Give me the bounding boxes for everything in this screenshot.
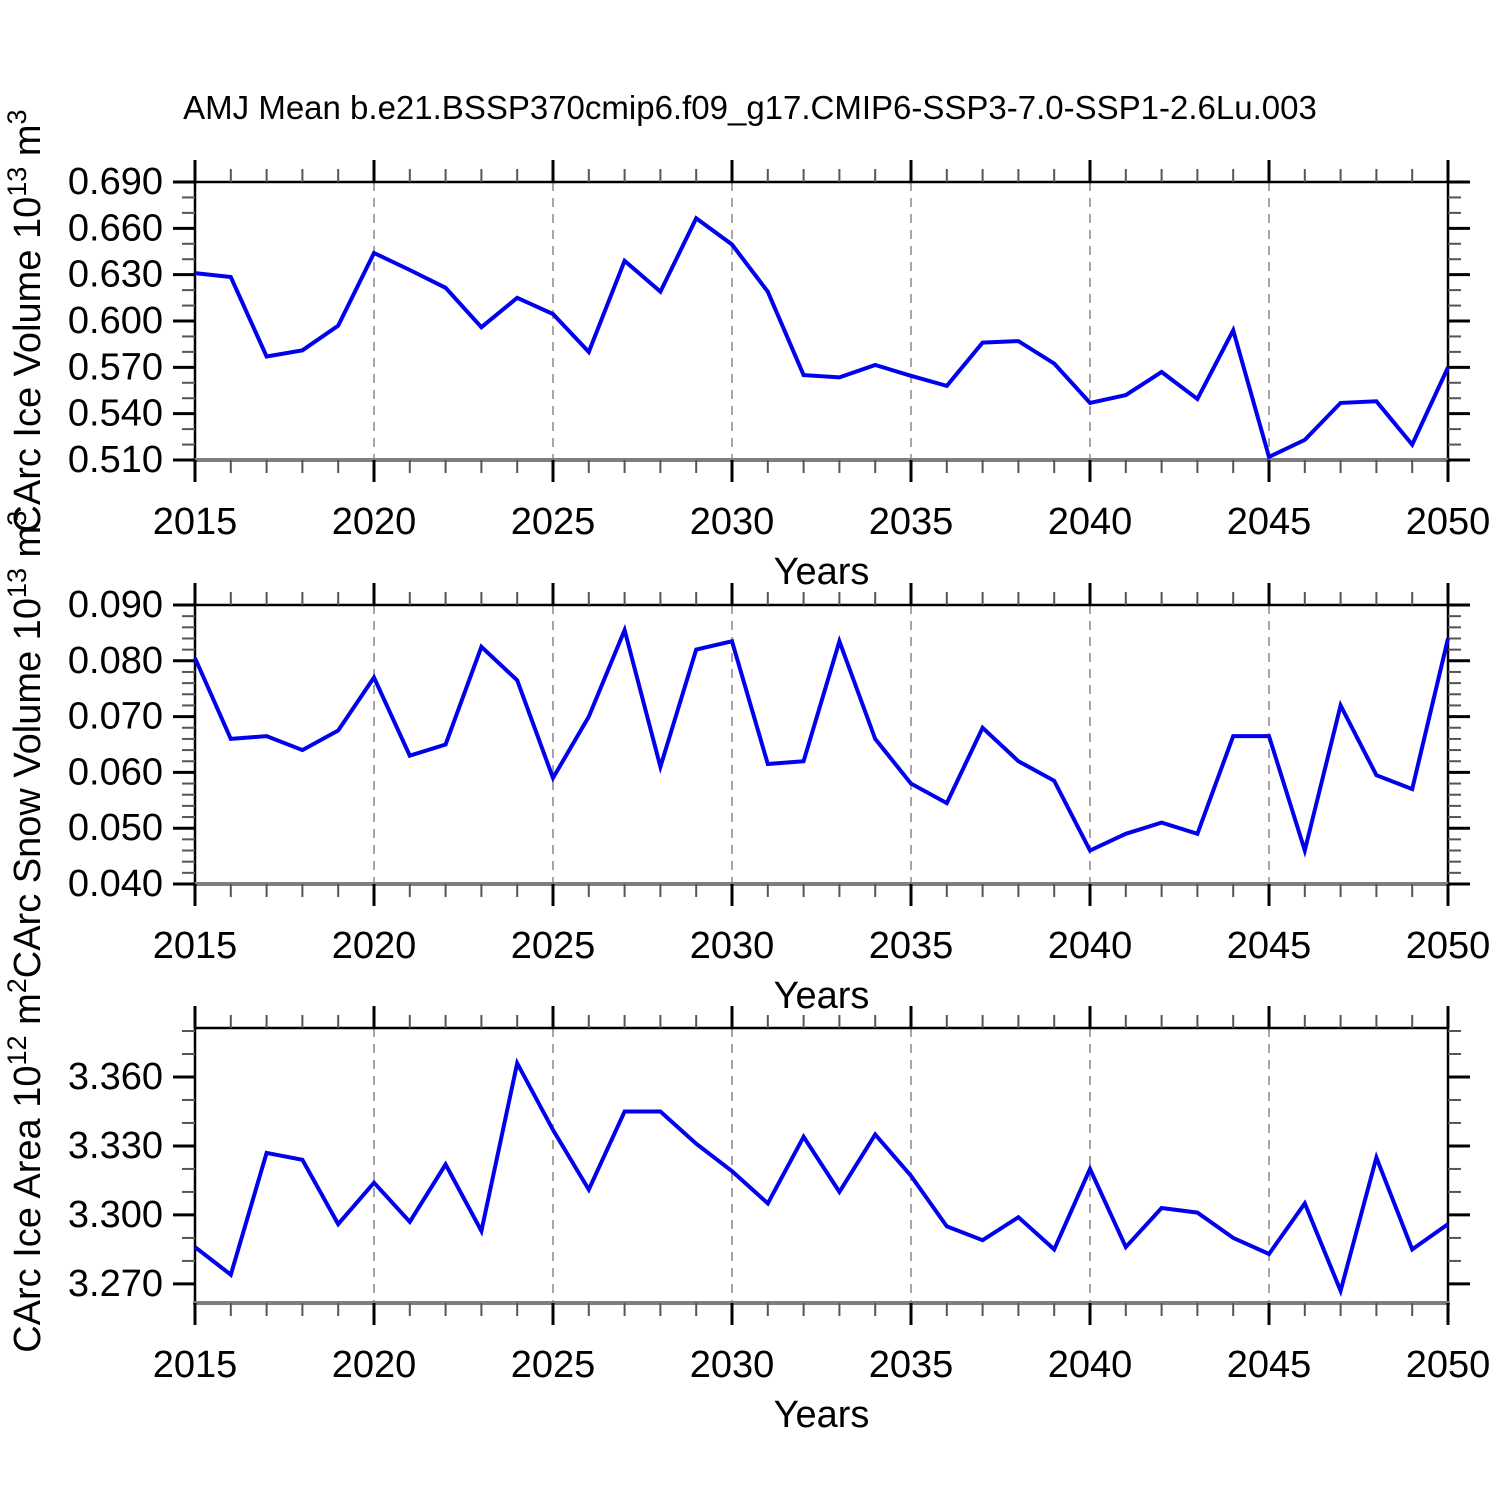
x-tick-label: 2045 [1227,925,1312,967]
y-tick-label: 0.080 [68,640,163,682]
y-axis-label-part: 12 [2,1035,32,1065]
x-tick-label: 2040 [1048,501,1133,543]
y-tick-label: 0.070 [68,696,163,738]
x-tick-label: 2015 [153,501,238,543]
y-axis-label-part: CArc Ice Volume 10 [7,197,49,533]
y-tick-label: 0.510 [68,439,163,481]
y-tick-label: 0.630 [68,254,163,296]
y-axis-label: CArc Ice Volume 1013​ m3​ [2,109,49,532]
y-axis-label-part: 3 [2,511,32,526]
y-axis-label-part: m [7,993,49,1035]
y-tick-label: 3.300 [68,1194,163,1236]
x-tick-label: 2040 [1048,925,1133,967]
y-tick-label: 0.060 [68,751,163,793]
y-tick-label: 0.690 [68,161,163,203]
x-tick-label: 2025 [511,501,596,543]
y-tick-label: 0.040 [68,863,163,905]
x-tick-label: 2035 [869,501,954,543]
y-axis-label: CArc Ice Area 1012​ m2​ [2,978,49,1353]
x-tick-label: 2015 [153,925,238,967]
y-axis-label-part: m [7,526,49,568]
y-tick-label: 0.540 [68,393,163,435]
ice-volume-chart: 2015 2020 2025 2030 2035 2040 2045 20500.5100.5… [2,109,1490,593]
x-tick-label: 2020 [332,501,417,543]
figure-title: AMJ Mean b.e21.BSSP370cmip6.f09_g17.CMIP… [183,89,1317,126]
x-tick-label: 2045 [1227,501,1312,543]
x-tick-label: 2025 [511,1344,596,1386]
y-axis-label: CArc Snow Volume 1013​ m3​ [2,511,49,978]
x-tick-label: 2035 [869,1344,954,1386]
ice-area-chart: 2015 2020 2025 2030 2035 2040 2045 2050 3.270 3.3… [2,978,1490,1436]
snow-volume-chart: 2015 2020 2025 2030 2035 2040 2045 2050 0.040 0.0… [2,511,1490,1017]
x-tick-label: 2040 [1048,1344,1133,1386]
x-tick-label: 2030 [690,925,775,967]
data-line [193,623,1450,858]
x-tick-label: 2050 [1406,1344,1491,1386]
y-tick-label: 0.050 [68,807,163,849]
y-axis-label-part: 3 [2,109,32,124]
y-axis-label-part: CArc Snow Volume 10 [7,598,49,978]
y-tick-label: 3.360 [68,1056,163,1098]
y-tick-label: 0.570 [68,346,163,388]
x-tick-label: 2020 [332,925,417,967]
x-tick-label: 2030 [690,1344,775,1386]
x-tick-label: 2020 [332,1344,417,1386]
y-tick-label: 3.270 [68,1263,163,1305]
y-axis-label-part: 13 [2,167,32,197]
y-tick-label: 0.090 [68,584,163,626]
x-tick-label: 2015 [153,1344,238,1386]
x-axis-label: Years [774,551,870,593]
data-line [193,1057,1450,1298]
x-axis-label: Years [774,975,870,1017]
x-tick-label: 2050 [1406,925,1491,967]
x-tick-label: 2045 [1227,1344,1312,1386]
y-tick-label: 3.330 [68,1125,163,1167]
x-tick-label: 2035 [869,925,954,967]
x-tick-label: 2030 [690,501,775,543]
y-axis-label-part: 2 [2,978,32,993]
y-tick-label: 0.660 [68,207,163,249]
x-axis-label: Years [774,1394,870,1436]
x-tick-label: 2050 [1406,501,1491,543]
y-tick-label: 0.600 [68,300,163,342]
y-axis-label-part: CArc Ice Area 10 [7,1066,49,1353]
x-tick-label: 2025 [511,925,596,967]
y-axis-label-part: m [7,124,49,166]
y-axis-label-part: 13 [2,568,32,598]
data-line [194,215,1450,460]
